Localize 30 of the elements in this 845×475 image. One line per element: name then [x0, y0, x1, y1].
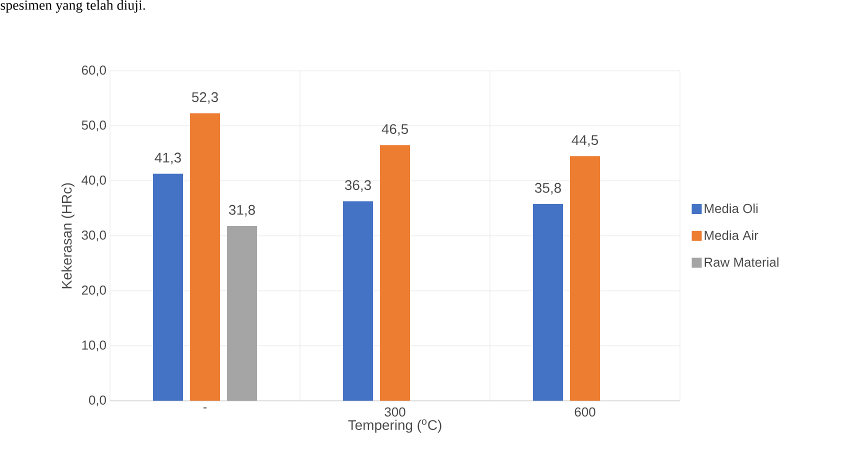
bar	[227, 226, 258, 401]
bar	[570, 156, 600, 401]
legend-label: Media Air	[704, 230, 758, 240]
y-tick-label: 0,0	[88, 396, 106, 406]
bar	[380, 145, 410, 401]
data-label: 41,3	[154, 152, 181, 164]
y-tick-label: 50,0	[82, 120, 106, 132]
data-label: 44,5	[572, 135, 598, 147]
y-tick-label: 20,0	[82, 286, 106, 296]
bar	[190, 113, 220, 401]
legend-label: Raw Material	[704, 257, 778, 267]
data-label: 36,3	[344, 180, 371, 192]
x-tick-label: -	[203, 407, 207, 408]
x-tick-label: 300	[384, 407, 406, 417]
data-label: 35,8	[534, 182, 561, 195]
data-label: 52,3	[192, 92, 218, 104]
y-tick-label: 30,0	[82, 230, 106, 242]
bar	[533, 204, 563, 401]
y-tick-label: 10,0	[82, 340, 106, 352]
bar	[343, 201, 374, 401]
bar	[153, 174, 184, 401]
y-axis-title: Kekerasan (HRc)	[61, 183, 74, 288]
data-label: 31,8	[228, 204, 255, 217]
data-label: 46,5	[382, 124, 408, 136]
x-axis-title: Tempering ($^{o}$C)	[348, 419, 442, 433]
legend-label: Media Oli	[704, 204, 758, 214]
y-tick-label: 40,0	[82, 176, 106, 186]
y-tick-label: 60,0	[82, 66, 106, 76]
x-tick-label: 600	[574, 407, 596, 417]
text: spesimen yang telah diuji.	[0, 0, 145, 13]
